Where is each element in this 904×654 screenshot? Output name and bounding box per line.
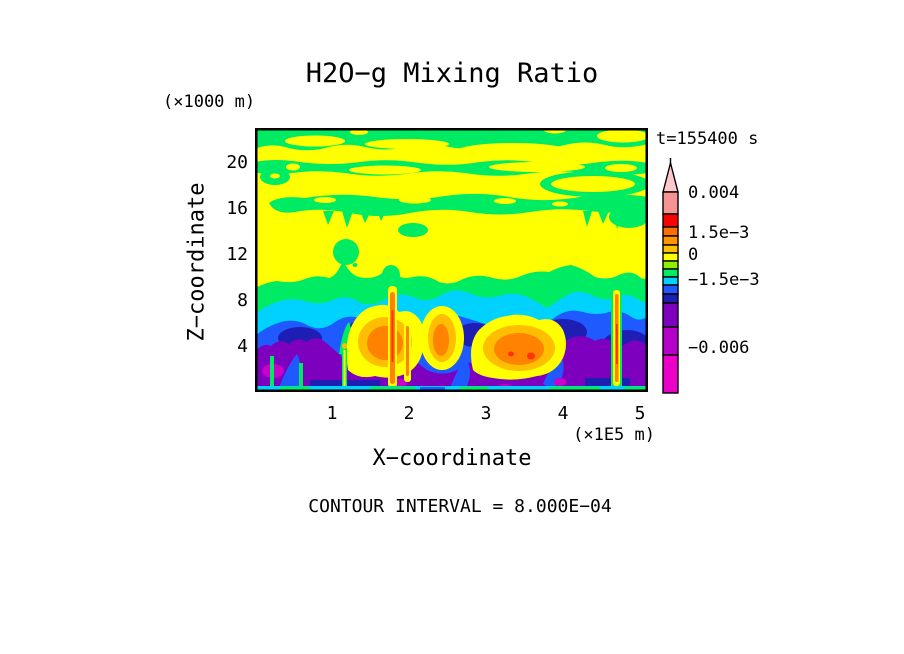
colorbar-value-label: 1.5e−3 bbox=[688, 223, 750, 243]
chart-title: H2O−g Mixing Ratio bbox=[305, 58, 599, 89]
x-axis-label: X−coordinate bbox=[372, 446, 532, 471]
colorbar-segment bbox=[662, 326, 679, 356]
colorbar-value-label: 0 bbox=[688, 245, 699, 265]
colorbar-segment bbox=[662, 284, 679, 295]
y-tick-label: 20 bbox=[226, 152, 248, 173]
colorbar bbox=[662, 158, 679, 394]
colorbar-segment bbox=[662, 268, 679, 278]
colorbar-value-label: −1.5e−3 bbox=[688, 270, 760, 290]
colorbar-segment bbox=[662, 244, 679, 254]
colorbar-segment bbox=[662, 235, 679, 246]
colorbar-segment bbox=[662, 276, 679, 286]
y-tick-label: 16 bbox=[226, 198, 248, 219]
x-tick-label: 3 bbox=[480, 403, 492, 424]
y-axis-unit-label: (×1000 m) bbox=[163, 92, 256, 112]
colorbar-segment bbox=[662, 260, 679, 270]
colorbar-segment bbox=[662, 293, 679, 304]
contour-interval-note: CONTOUR INTERVAL = 8.000E−04 bbox=[308, 496, 612, 517]
colorbar-segment bbox=[662, 354, 679, 394]
contour-plot-area bbox=[255, 128, 648, 392]
x-tick-label: 2 bbox=[403, 403, 415, 424]
y-tick-label: 8 bbox=[237, 290, 248, 311]
plot-border bbox=[255, 128, 648, 392]
y-tick-label: 4 bbox=[237, 336, 248, 357]
colorbar-segment bbox=[662, 226, 679, 237]
contour-field bbox=[255, 128, 648, 392]
x-tick-label: 5 bbox=[634, 403, 646, 424]
x-tick-label: 1 bbox=[326, 403, 338, 424]
x-tick-label: 4 bbox=[557, 403, 569, 424]
colorbar-value-label: −0.006 bbox=[688, 338, 750, 358]
colorbar-value-label: 0.004 bbox=[688, 183, 740, 203]
colorbar-segment bbox=[662, 213, 679, 228]
time-annotation: t=155400 s bbox=[656, 129, 759, 149]
colorbar-segment bbox=[662, 252, 679, 262]
colorbar-arrow bbox=[662, 160, 679, 193]
x-axis-unit-label: (×1E5 m) bbox=[573, 425, 655, 445]
colorbar-segment bbox=[662, 302, 679, 328]
y-tick-label: 12 bbox=[226, 244, 248, 265]
colorbar-segment bbox=[662, 191, 679, 215]
